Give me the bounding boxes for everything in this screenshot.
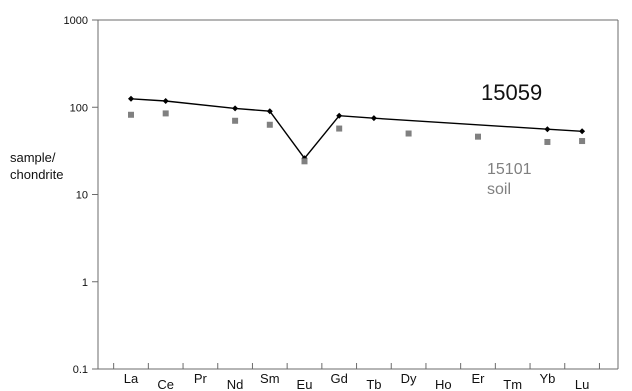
data-point-square: [336, 125, 343, 132]
y-axis-label-line-1: sample/: [10, 150, 56, 165]
tick-labels-group: 0.1 1 10 100 1000 La Ce Pr Nd Sm Eu Gd Tb Dy Ho Er Tm Yb L…: [64, 15, 590, 391]
series-label-15101-line-1: 15101: [487, 161, 532, 178]
x-tick-label: Ho: [435, 377, 452, 391]
x-tick-label: Gd: [331, 371, 348, 386]
data-point-diamond: [232, 105, 239, 112]
marks-group: [128, 95, 586, 165]
data-point-diamond: [544, 126, 551, 133]
data-point-square: [301, 158, 308, 165]
axes-group: [92, 19, 619, 370]
data-point-diamond: [162, 97, 169, 104]
data-point-square: [162, 110, 169, 117]
series-label-15101-soil: 15101 soil: [487, 160, 532, 200]
data-point-diamond: [370, 115, 377, 122]
x-tick-label: Sm: [260, 371, 280, 386]
y-tick-label: 1000: [64, 15, 88, 27]
data-point-square: [405, 130, 412, 137]
data-point-square: [232, 117, 239, 124]
data-point-square: [266, 121, 273, 128]
series-line-0: [130, 98, 583, 160]
data-point-square: [544, 138, 551, 145]
x-tick-label: Er: [472, 371, 486, 386]
x-tick-label: Tm: [503, 377, 522, 391]
x-tick-label: Ce: [157, 377, 174, 391]
x-tick-label: Pr: [194, 371, 208, 386]
x-tick-label: La: [124, 371, 139, 386]
x-tick-label: Yb: [539, 371, 555, 386]
data-point-diamond: [579, 128, 586, 135]
y-axis-label-line-2: chondrite: [10, 167, 64, 182]
x-tick-label: Nd: [227, 377, 244, 391]
x-tick-label: Dy: [401, 371, 417, 386]
data-point-diamond: [128, 95, 134, 102]
series-line-group: [130, 98, 583, 160]
data-point-square: [579, 138, 586, 145]
series-label-15059: 15059: [481, 80, 543, 105]
x-tick-label: Tb: [366, 377, 381, 391]
x-tick-label: Lu: [575, 377, 589, 391]
y-tick-label: 100: [70, 102, 88, 114]
data-point-diamond: [336, 112, 343, 119]
data-point-square: [128, 111, 134, 118]
y-tick-label: 1: [82, 277, 88, 289]
y-tick-label: 0.1: [73, 364, 88, 376]
series-label-15101-line-2: soil: [487, 181, 512, 198]
data-point-diamond: [266, 108, 273, 115]
data-point-square: [475, 133, 481, 140]
x-tick-label: Eu: [297, 377, 313, 391]
y-axis-label: sample/ chondrite: [10, 149, 92, 183]
y-tick-label: 10: [76, 190, 88, 202]
